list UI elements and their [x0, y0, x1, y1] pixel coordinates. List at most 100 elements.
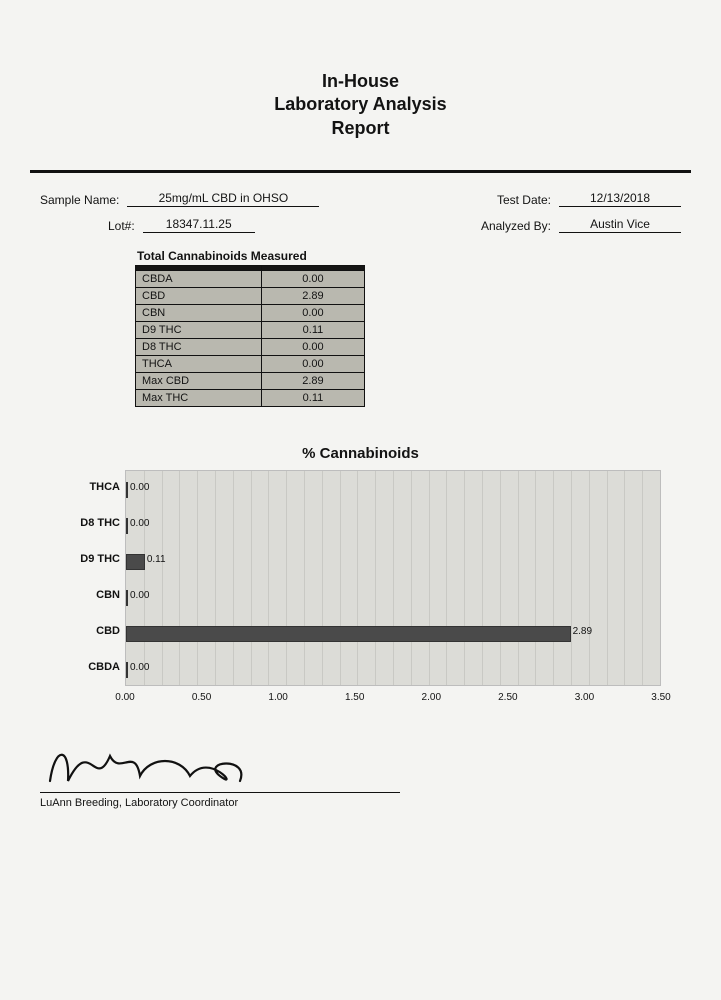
chart-gridline: [553, 471, 554, 685]
chart-x-tick: 0.50: [192, 692, 211, 703]
table-cell-value: 0.11: [261, 322, 364, 339]
info-row-2: Lot#: 18347.11.25 Analyzed By: Austin Vi…: [40, 217, 681, 233]
table-row: CBD2.89: [136, 288, 365, 305]
analyzed-by-value: Austin Vice: [559, 217, 681, 233]
signature-icon: [40, 736, 280, 796]
chart-gridline: [322, 471, 323, 685]
cannabinoid-chart: 0.000.000.110.002.890.00 0.000.501.001.5…: [60, 470, 661, 720]
chart-gridline: [482, 471, 483, 685]
table-cell-name: THCA: [136, 356, 262, 373]
table-row: CBDA0.00: [136, 271, 365, 288]
chart-gridline: [215, 471, 216, 685]
chart-y-label: CBN: [60, 589, 120, 601]
chart-bar-value-label: 0.00: [130, 482, 149, 493]
table-row: D9 THC0.11: [136, 322, 365, 339]
chart-x-tick: 0.00: [115, 692, 134, 703]
table-row: Max THC0.11: [136, 390, 365, 407]
chart-bar-row: 2.89: [126, 620, 660, 646]
cannabinoid-table: CBDA0.00CBD2.89CBN0.00D9 THC0.11D8 THC0.…: [135, 265, 365, 407]
chart-y-label: CBDA: [60, 661, 120, 673]
title-line3: Report: [0, 117, 721, 140]
chart-gridline: [179, 471, 180, 685]
chart-bar: [126, 590, 128, 606]
table-cell-name: CBD: [136, 288, 262, 305]
chart-x-tick: 2.00: [422, 692, 441, 703]
table-cell-name: CBN: [136, 305, 262, 322]
chart-x-tick: 2.50: [498, 692, 517, 703]
chart-gridline: [286, 471, 287, 685]
chart-x-tick: 3.00: [575, 692, 594, 703]
chart-gridline: [357, 471, 358, 685]
table-cell-name: D9 THC: [136, 322, 262, 339]
chart-gridline: [624, 471, 625, 685]
chart-y-label: D8 THC: [60, 517, 120, 529]
chart-x-axis: 0.000.501.001.502.002.503.003.50: [125, 686, 661, 720]
signature-block: LuAnn Breeding, Laboratory Coordinator: [40, 736, 681, 809]
signature-line: [40, 792, 400, 793]
chart-gridline: [393, 471, 394, 685]
title-line1: In-House: [0, 70, 721, 93]
chart-title: % Cannabinoids: [0, 445, 721, 462]
chart-bar-row: 0.11: [126, 548, 660, 574]
chart-x-tick: 3.50: [651, 692, 670, 703]
chart-y-label: THCA: [60, 481, 120, 493]
chart-bar: [126, 626, 571, 642]
chart-gridline: [429, 471, 430, 685]
sample-name-value: 25mg/mL CBD in OHSO: [127, 191, 319, 207]
signature-name: LuAnn Breeding, Laboratory Coordinator: [40, 797, 681, 809]
table-row: THCA0.00: [136, 356, 365, 373]
chart-gridline: [197, 471, 198, 685]
chart-gridline: [642, 471, 643, 685]
chart-gridline: [340, 471, 341, 685]
chart-bar: [126, 554, 145, 570]
table-cell-value: 2.89: [261, 288, 364, 305]
table-cell-value: 0.11: [261, 390, 364, 407]
chart-gridline: [304, 471, 305, 685]
info-row-1: Sample Name: 25mg/mL CBD in OHSO Test Da…: [40, 191, 681, 207]
chart-gridline: [500, 471, 501, 685]
lot-label: Lot#:: [108, 219, 143, 233]
chart-gridline: [446, 471, 447, 685]
table-cell-value: 0.00: [261, 356, 364, 373]
chart-bar-value-label: 0.00: [130, 590, 149, 601]
chart-bar: [126, 482, 128, 498]
chart-gridline: [251, 471, 252, 685]
table-cell-name: Max CBD: [136, 373, 262, 390]
table-cell-value: 2.89: [261, 373, 364, 390]
lot-value: 18347.11.25: [143, 217, 255, 233]
chart-plot-area: 0.000.000.110.002.890.00: [125, 470, 661, 686]
analyzed-by-label: Analyzed By:: [481, 219, 559, 233]
chart-bar-value-label: 0.00: [130, 662, 149, 673]
table-cell-value: 0.00: [261, 305, 364, 322]
table-cell-name: Max THC: [136, 390, 262, 407]
table-row: Max CBD2.89: [136, 373, 365, 390]
title-line2: Laboratory Analysis: [0, 93, 721, 116]
chart-gridline: [607, 471, 608, 685]
chart-gridline: [571, 471, 572, 685]
chart-bar: [126, 662, 128, 678]
chart-y-label: CBD: [60, 625, 120, 637]
chart-gridline: [268, 471, 269, 685]
chart-x-tick: 1.50: [345, 692, 364, 703]
table-cell-name: D8 THC: [136, 339, 262, 356]
chart-gridline: [144, 471, 145, 685]
test-date-value: 12/13/2018: [559, 191, 681, 207]
chart-bar: [126, 518, 128, 534]
cannabinoid-table-wrap: Total Cannabinoids Measured CBDA0.00CBD2…: [135, 249, 365, 407]
table-cell-name: CBDA: [136, 271, 262, 288]
chart-bar-value-label: 2.89: [573, 626, 592, 637]
chart-gridline: [162, 471, 163, 685]
divider-top: [30, 170, 691, 173]
chart-gridline: [375, 471, 376, 685]
chart-gridline: [589, 471, 590, 685]
report-title: In-House Laboratory Analysis Report: [0, 70, 721, 140]
test-date-label: Test Date:: [497, 193, 559, 207]
cannabinoid-table-title: Total Cannabinoids Measured: [137, 249, 365, 263]
chart-gridline: [411, 471, 412, 685]
sample-name-label: Sample Name:: [40, 193, 127, 207]
chart-gridline: [535, 471, 536, 685]
table-row: D8 THC0.00: [136, 339, 365, 356]
chart-bar-value-label: 0.11: [147, 554, 166, 565]
table-cell-value: 0.00: [261, 271, 364, 288]
chart-y-label: D9 THC: [60, 553, 120, 565]
